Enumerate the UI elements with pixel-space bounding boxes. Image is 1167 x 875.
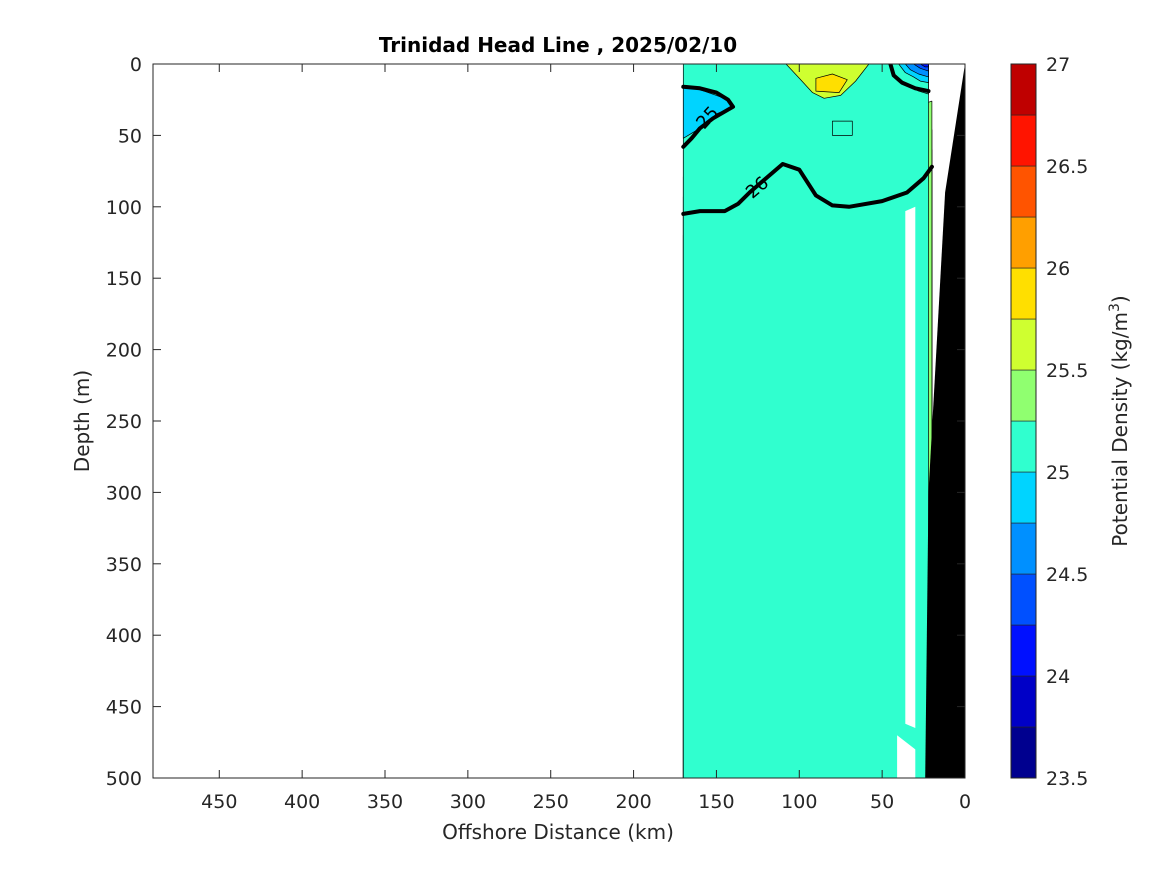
colorbar-level xyxy=(1010,522,1037,575)
colorbar-label: Potential Density (kg/m3) xyxy=(1107,295,1132,546)
density-bands xyxy=(682,64,965,778)
y-tick-label: 300 xyxy=(106,482,142,504)
colorbar-frame xyxy=(1010,63,1037,779)
x-tick-label: 400 xyxy=(284,791,320,813)
bathymetry xyxy=(925,64,965,778)
colorbar-level xyxy=(1010,267,1037,320)
colorbar-level xyxy=(1010,420,1037,473)
y-tick-label: 200 xyxy=(106,340,142,362)
colorbar-tick-label: 27 xyxy=(1046,54,1070,76)
x-tick-label: 50 xyxy=(870,791,894,813)
data-gap xyxy=(905,206,916,729)
colorbar-label-main: Potential Density (kg/m xyxy=(1108,312,1132,547)
data-gap xyxy=(897,735,916,778)
density-band xyxy=(919,64,929,68)
y-axis-label: Depth (m) xyxy=(70,370,94,472)
colorbar-label-close: ) xyxy=(1108,295,1132,303)
colorbar-tick-label: 25 xyxy=(1046,462,1070,484)
colorbar-ticks: 27 26.5 26 25.5 25 24.5 24 23.5 xyxy=(1046,54,1088,790)
y-tick-label: 450 xyxy=(106,697,142,719)
colorbar-label-exponent: 3 xyxy=(1107,303,1123,312)
colorbar-level xyxy=(1010,573,1037,626)
colorbar-tick-label: 23.5 xyxy=(1046,768,1088,790)
y-tick-label: 250 xyxy=(106,411,142,433)
x-tick-label: 0 xyxy=(959,791,971,813)
density-band xyxy=(682,64,929,778)
colorbar-level xyxy=(1010,624,1037,677)
density-band xyxy=(815,73,848,93)
contour-lines xyxy=(681,64,934,216)
y-tick-label: 150 xyxy=(106,268,142,290)
y-axis-ticks: 0 50 100 150 200 250 300 350 400 450 500 xyxy=(106,54,965,790)
colorbar-tick-label: 26.5 xyxy=(1046,156,1088,178)
colorbar-level xyxy=(1010,471,1037,524)
x-tick-label: 100 xyxy=(781,791,817,813)
bold-contour-line xyxy=(681,84,735,149)
colorbar-level xyxy=(1010,675,1037,728)
chart-title: Trinidad Head Line , 2025/02/10 xyxy=(379,33,737,57)
x-tick-label: 200 xyxy=(615,791,651,813)
x-tick-label: 350 xyxy=(367,791,403,813)
colorbar-level xyxy=(1010,318,1037,371)
y-tick-label: 0 xyxy=(130,54,142,76)
colorbar-levels xyxy=(1010,63,1037,779)
y-tick-label: 100 xyxy=(106,197,142,219)
colorbar-level xyxy=(1010,165,1037,218)
density-band xyxy=(832,120,853,136)
colorbar-tick-label: 24 xyxy=(1046,666,1070,688)
y-tick-label: 400 xyxy=(106,625,142,647)
colorbar-tick-label: 24.5 xyxy=(1046,564,1088,586)
x-axis-label: Offshore Distance (km) xyxy=(442,820,674,844)
bold-contour-line xyxy=(888,64,931,94)
colorbar-level xyxy=(1010,369,1037,422)
colorbar-level xyxy=(1010,114,1037,167)
x-tick-label: 150 xyxy=(698,791,734,813)
colorbar-level xyxy=(1010,726,1037,779)
colorbar: 27 26.5 26 25.5 25 24.5 24 23.5 xyxy=(1010,54,1088,790)
y-tick-label: 50 xyxy=(118,125,142,147)
colorbar-tick-label: 25.5 xyxy=(1046,360,1088,382)
x-tick-label: 250 xyxy=(533,791,569,813)
colorbar-level xyxy=(1010,216,1037,269)
bold-contour-line xyxy=(681,162,934,216)
colorbar-level xyxy=(1010,63,1037,116)
x-tick-label: 300 xyxy=(450,791,486,813)
colorbar-tick-label: 26 xyxy=(1046,258,1070,280)
y-tick-label: 350 xyxy=(106,554,142,576)
x-axis-ticks: 450 400 350 300 250 200 150 100 50 0 xyxy=(201,64,971,813)
x-tick-label: 450 xyxy=(201,791,237,813)
y-tick-label: 500 xyxy=(106,768,142,790)
